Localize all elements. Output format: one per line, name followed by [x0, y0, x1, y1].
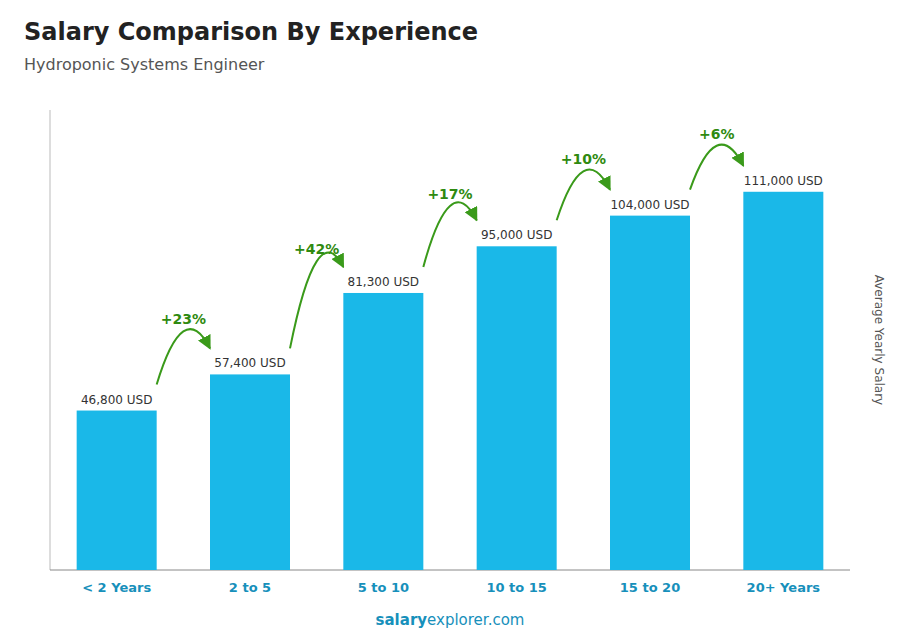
change-arrow — [423, 202, 476, 267]
change-label: +17% — [427, 186, 472, 202]
data-label: 57,400 USD — [214, 356, 285, 370]
x-tick-label: 5 to 10 — [358, 580, 409, 595]
bar — [343, 293, 423, 570]
data-label: 104,000 USD — [610, 198, 689, 212]
change-arrow — [157, 329, 210, 384]
x-axis-line — [50, 570, 850, 571]
watermark-part: explorer.com — [427, 611, 524, 629]
change-arrow — [690, 145, 743, 190]
data-label: 81,300 USD — [348, 275, 419, 289]
bars — [77, 192, 824, 570]
change-label: +23% — [161, 311, 206, 327]
x-tick-label: < 2 Years — [82, 580, 151, 595]
y-axis-label: Average Yearly Salary — [872, 275, 886, 405]
change-label: +6% — [699, 126, 735, 142]
bar — [610, 216, 690, 570]
chart: Salary Comparison By Experience Hydroponi… — [0, 0, 900, 641]
bar — [743, 192, 823, 570]
subtitle: Hydroponic Systems Engineer — [24, 55, 265, 74]
bar — [210, 374, 290, 570]
data-label: 111,000 USD — [744, 174, 823, 188]
chart-container: Salary Comparison By Experience Hydroponi… — [0, 0, 900, 641]
x-tick-label: 15 to 20 — [620, 580, 680, 595]
change-label: +10% — [561, 151, 606, 167]
change-label: +42% — [294, 241, 339, 257]
bar — [477, 246, 557, 570]
x-tick-label: 20+ Years — [747, 580, 821, 595]
x-tick-label: 2 to 5 — [229, 580, 271, 595]
change-arrow — [290, 252, 343, 348]
y-axis-line — [50, 110, 51, 570]
data-label: 46,800 USD — [81, 393, 152, 407]
watermark: salaryexplorer.com — [376, 611, 525, 629]
title: Salary Comparison By Experience — [24, 18, 478, 46]
data-label: 95,000 USD — [481, 228, 552, 242]
bar — [77, 411, 157, 570]
watermark-part: salary — [376, 611, 428, 629]
change-arrow — [557, 170, 610, 221]
x-tick-label: 10 to 15 — [486, 580, 546, 595]
